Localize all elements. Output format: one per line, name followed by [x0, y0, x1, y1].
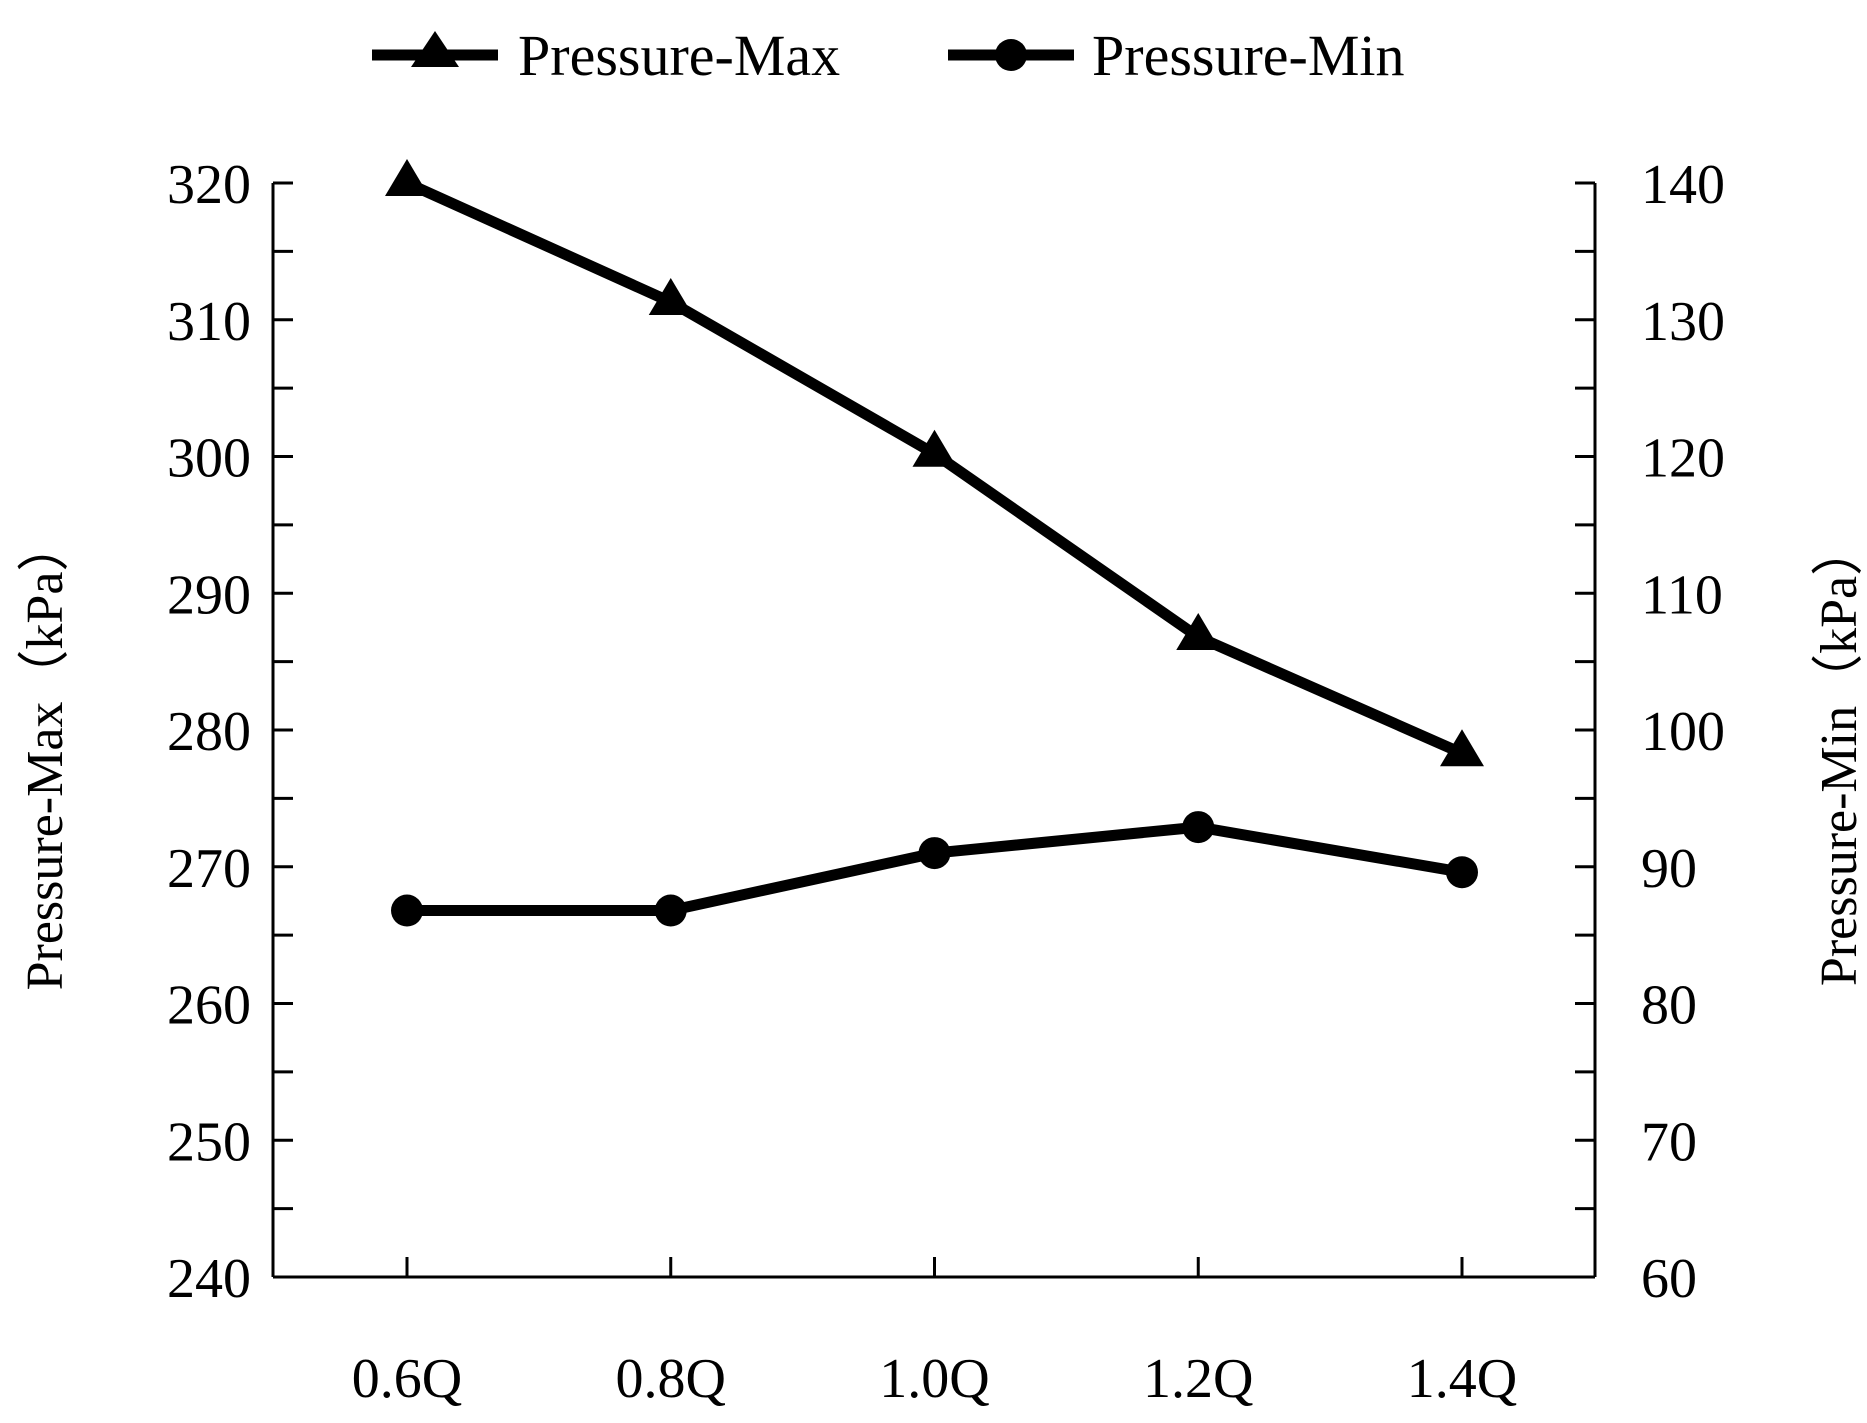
legend-item-pressure-max: Pressure-Max — [372, 23, 840, 88]
left-tick-label: 250 — [167, 1111, 251, 1173]
legend-label-pressure-min: Pressure-Min — [1092, 23, 1405, 88]
x-axis-ticks: 0.6Q 0.8Q 1.0Q 1.2Q 1.4Q — [352, 1257, 1517, 1410]
right-axis-ticks: 60 70 80 90 100 110 120 130 140 — [1575, 154, 1725, 1310]
right-tick-label: 70 — [1641, 1111, 1697, 1173]
right-tick-label: 80 — [1641, 975, 1697, 1037]
left-tick-label: 270 — [167, 838, 251, 900]
data-point-pressure-min — [1446, 856, 1478, 889]
left-axis-ticks: 240 250 260 270 280 290 300 310 320 — [167, 154, 293, 1310]
left-axis-title: Pressure-Max（kPa） — [17, 520, 74, 991]
left-tick-label: 280 — [167, 701, 251, 763]
right-axis-title: Pressure-Min（kPa） — [1811, 524, 1867, 986]
left-tick-label: 290 — [167, 564, 251, 626]
x-tick-label: 0.6Q — [352, 1348, 462, 1410]
left-tick-label: 300 — [167, 428, 251, 490]
left-tick-label: 320 — [167, 154, 251, 216]
legend-marker-triangle — [411, 31, 459, 67]
legend-marker-circle — [995, 39, 1027, 71]
left-tick-label: 310 — [167, 291, 251, 353]
series-line-pressure-max — [404, 177, 1465, 759]
x-tick-label: 1.4Q — [1407, 1348, 1517, 1410]
data-point-pressure-max — [1440, 729, 1484, 767]
x-tick-label: 0.8Q — [616, 1348, 726, 1410]
data-point-pressure-min — [1182, 811, 1215, 844]
x-tick-label: 1.2Q — [1143, 1348, 1253, 1410]
data-point-pressure-max — [385, 159, 429, 196]
right-tick-label: 60 — [1641, 1248, 1697, 1310]
data-point-pressure-max — [648, 277, 693, 315]
series-layer — [385, 159, 1484, 927]
legend: Pressure-Max Pressure-Min — [372, 23, 1405, 88]
data-point-pressure-max — [1176, 613, 1221, 651]
left-tick-label: 240 — [167, 1248, 251, 1310]
right-tick-label: 120 — [1641, 428, 1725, 490]
x-tick-label: 1.0Q — [879, 1348, 989, 1410]
right-tick-label: 130 — [1641, 291, 1725, 353]
right-tick-label: 140 — [1641, 154, 1725, 216]
data-point-pressure-min — [654, 894, 687, 927]
right-tick-label: 90 — [1641, 838, 1697, 900]
data-point-pressure-min — [918, 837, 951, 870]
right-tick-label: 100 — [1641, 701, 1725, 763]
legend-label-pressure-max: Pressure-Max — [518, 23, 840, 88]
left-tick-label: 260 — [167, 975, 251, 1037]
data-point-pressure-max — [912, 429, 957, 467]
legend-item-pressure-min: Pressure-Min — [948, 23, 1405, 88]
data-point-pressure-min — [391, 894, 423, 927]
right-tick-label: 110 — [1641, 564, 1723, 626]
